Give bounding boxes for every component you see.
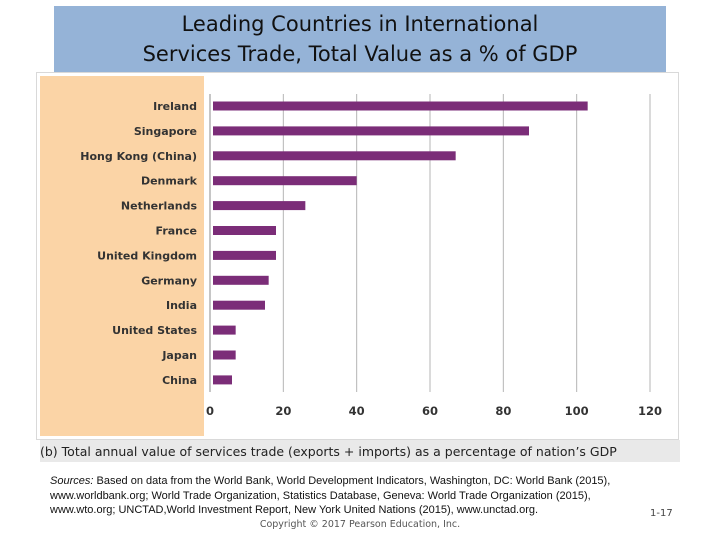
sources-label: Sources: <box>50 475 94 487</box>
bar <box>213 325 236 335</box>
copyright: Copyright © 2017 Pearson Education, Inc. <box>259 519 461 530</box>
slide-title: Leading Countries in International Servi… <box>54 6 666 72</box>
bar <box>213 176 357 186</box>
category-label: Japan <box>161 349 197 362</box>
x-tick-label: 0 <box>206 404 214 418</box>
category-label: Hong Kong (China) <box>80 150 197 163</box>
bar <box>213 201 306 211</box>
chart-caption: (b) Total annual value of services trade… <box>40 444 617 459</box>
bar <box>213 300 265 310</box>
sources-text: Based on data from the World Bank, World… <box>50 475 611 516</box>
caption-bar <box>40 440 680 462</box>
x-tick-label: 60 <box>422 404 438 418</box>
x-tick-label: 20 <box>275 404 291 418</box>
bar <box>213 126 529 136</box>
category-label: Ireland <box>153 100 197 113</box>
x-tick-label: 40 <box>349 404 365 418</box>
category-label: China <box>162 374 197 387</box>
page-number: 1-17 <box>650 508 673 519</box>
category-label: India <box>166 299 197 312</box>
category-label: Denmark <box>141 175 198 188</box>
category-label: United States <box>112 324 197 337</box>
bar <box>213 151 456 161</box>
bar <box>213 226 276 235</box>
sources-note: Sources: Based on data from the World Ba… <box>50 474 650 518</box>
category-label: United Kingdom <box>97 249 197 262</box>
category-label: Netherlands <box>121 200 198 213</box>
category-label: Singapore <box>134 125 197 138</box>
title-line-1: Leading Countries in International <box>181 12 539 36</box>
x-tick-label: 100 <box>565 404 589 418</box>
category-label: Germany <box>141 274 197 287</box>
category-label: France <box>156 225 197 238</box>
bar <box>213 101 588 111</box>
title-line-2: Services Trade, Total Value as a % of GD… <box>142 42 578 66</box>
bar <box>213 375 232 385</box>
bar <box>213 250 276 260</box>
x-tick-label: 120 <box>638 404 662 418</box>
bar <box>213 350 236 360</box>
category-label-band <box>40 76 204 436</box>
x-tick-label: 80 <box>495 404 511 418</box>
bar <box>213 275 269 285</box>
